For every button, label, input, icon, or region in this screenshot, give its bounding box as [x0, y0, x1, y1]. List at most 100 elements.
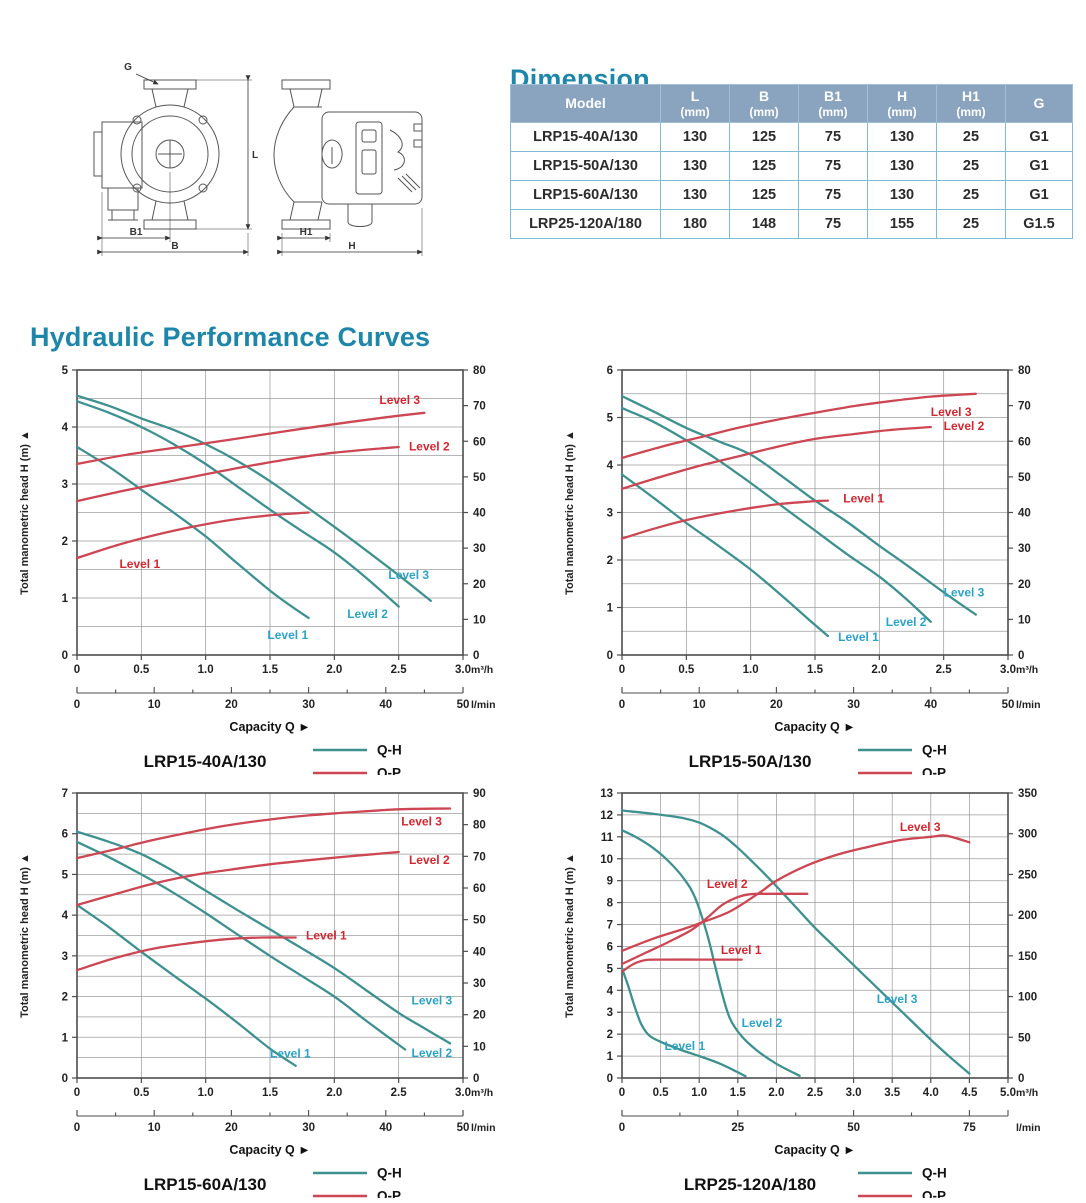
dimension-table-body: LRP15-40A/130 130 125 75 130 25 G1 LRP15-50A/13…	[510, 122, 1073, 240]
table-header-cell: H (mm)	[867, 83, 937, 124]
legend-label-qp: Q-P	[922, 1189, 946, 1199]
x-tick-label: 0.5	[653, 1087, 670, 1099]
flow-tick-label: 0	[619, 1122, 625, 1134]
flow-unit-label: l/min	[1016, 1122, 1041, 1134]
flow-tick-label: 20	[770, 699, 783, 711]
y-tick-label: 6	[607, 941, 613, 953]
flow-tick-labels: 0 10 20 30 40 50 l/min	[74, 1122, 496, 1134]
table-cell: LRP15-60A/130	[510, 180, 661, 211]
curve-qh-level-1	[75, 903, 297, 1067]
x-tick-label: 2.5	[936, 664, 953, 676]
table-header-cell: G	[1005, 83, 1073, 124]
chart-legend: Q-H Q-P	[313, 1166, 402, 1203]
y-axis-title: Total manometric head H (m) ▲	[564, 430, 576, 595]
x-tick-label: 0.5	[678, 664, 695, 676]
table-cell: G1	[1005, 180, 1073, 211]
flow-tick-label: 30	[302, 699, 315, 711]
axis-ticks	[617, 369, 1013, 660]
curves	[75, 394, 432, 620]
y-tick-label: 5	[62, 365, 69, 377]
y-tick-label: 1	[62, 1032, 69, 1044]
y-tick-label: 8	[607, 898, 614, 910]
y-tick-label: 0	[607, 650, 613, 662]
y-tick-label: 13	[600, 788, 613, 800]
y2-tick-label: 80	[473, 365, 486, 377]
curve-qp-level-3	[620, 392, 977, 460]
curve-qp-level-2	[620, 425, 932, 490]
curve-qp-level-1	[620, 958, 743, 973]
y2-tick-label: 90	[473, 788, 486, 800]
table-header-row: Model L (mm) B (mm) B1 (mm) H (mm) H1 (mm) G	[510, 83, 1073, 124]
flow-tick-label: 0	[74, 699, 80, 711]
dim-label-h: H	[348, 241, 355, 252]
flow-tick-label: 25	[731, 1122, 744, 1134]
legend-label-qh: Q-H	[377, 1166, 402, 1181]
flow-tick-label: 30	[847, 699, 860, 711]
curve-labels: Level 1 Level 2 Level 3 Level 1 Level 2 Level…	[664, 820, 940, 1053]
table-cell: 130	[660, 180, 730, 211]
y-tick-label: 4	[607, 460, 614, 472]
flow-tick-labels: 0 25 50 75 l/min	[619, 1122, 1041, 1134]
table-cell: 130	[867, 122, 937, 153]
y2-tick-label: 30	[473, 978, 486, 990]
x-axis-title: Capacity Q ►	[229, 720, 310, 734]
chart-legend: Q-H Q-P	[858, 1166, 947, 1203]
legend-label-qh: Q-H	[922, 743, 947, 758]
x-tick-label: 1.5	[807, 664, 824, 676]
chart-model-title: LRP15-40A/130	[144, 752, 267, 771]
x-tick-label: 1.0	[198, 664, 214, 676]
y2-tick-label: 250	[1018, 869, 1037, 881]
curve-label-qp: Level 1	[843, 491, 884, 505]
dim-label-b1: B1	[130, 227, 143, 238]
curve-qh-level-1	[75, 445, 310, 620]
curve-label-qp: Level 1	[119, 557, 160, 571]
pump-front-dimensions	[97, 73, 252, 256]
x-tick-label: 5.0	[1000, 1087, 1016, 1099]
flow-tick-label: 30	[302, 1122, 315, 1134]
curve-qh-level-3	[620, 809, 971, 1075]
y2-tick-label: 70	[473, 401, 486, 413]
y2-tick-label: 40	[473, 946, 486, 958]
y2-tick-label: 30	[473, 543, 486, 555]
curves	[620, 809, 971, 1078]
curve-qh-level-1	[620, 967, 747, 1078]
y2-tick-label: 50	[1018, 1032, 1031, 1044]
gridlines	[77, 793, 463, 1078]
x-tick-label: 0.5	[133, 1087, 150, 1099]
table-cell: G1	[1005, 122, 1073, 153]
curve-label-qp: Level 2	[944, 419, 985, 433]
pump-side-view	[273, 79, 423, 230]
curve-label-qh: Level 2	[347, 607, 388, 621]
pump-side-dimension-labels: H1 H	[300, 227, 356, 252]
y2-tick-label: 0	[1018, 1073, 1024, 1085]
curve-label-qh: Level 2	[886, 615, 927, 629]
curve-label-qh: Level 3	[877, 992, 918, 1006]
y-axis-title: Total manometric head H (m) ▲	[19, 430, 31, 595]
y2-tick-label: 70	[473, 851, 486, 863]
table-cell: 25	[936, 122, 1006, 153]
y-tick-label: 5	[62, 869, 69, 881]
table-cell: 25	[936, 151, 1006, 182]
y2-tick-label: 80	[473, 820, 486, 832]
chart-legend: Q-H Q-P	[858, 743, 947, 781]
y2-tick-label: 50	[473, 472, 486, 484]
table-row: LRP15-60A/130 130 125 75 130 25 G1	[510, 180, 1073, 211]
y2-tick-label: 70	[1018, 401, 1031, 413]
y-tick-label: 2	[62, 992, 68, 1004]
x-axis-title: Capacity Q ►	[774, 720, 855, 734]
curves	[620, 392, 977, 638]
dim-label-l: L	[252, 150, 258, 161]
flow-unit-label: l/min	[471, 699, 496, 711]
table-cell: LRP15-40A/130	[510, 122, 661, 153]
x-tick-label: 3.5	[884, 1087, 901, 1099]
curve-qh-level-1	[620, 473, 830, 638]
performance-chart-3: 0 1 2 3 4 5 6 7 0 10 20 30 40 50 60 70 80 90 0 0.5 1.0 1.5 2.0…	[15, 778, 520, 1203]
pump-front-dimension-labels: G L B1 B	[124, 62, 258, 252]
flow-unit-label: l/min	[471, 1122, 496, 1134]
y-tick-label: 7	[607, 920, 613, 932]
pump-technical-drawing: G L B1 B H1 H	[93, 62, 423, 256]
curves	[75, 807, 452, 1067]
y-tick-label: 10	[600, 854, 613, 866]
